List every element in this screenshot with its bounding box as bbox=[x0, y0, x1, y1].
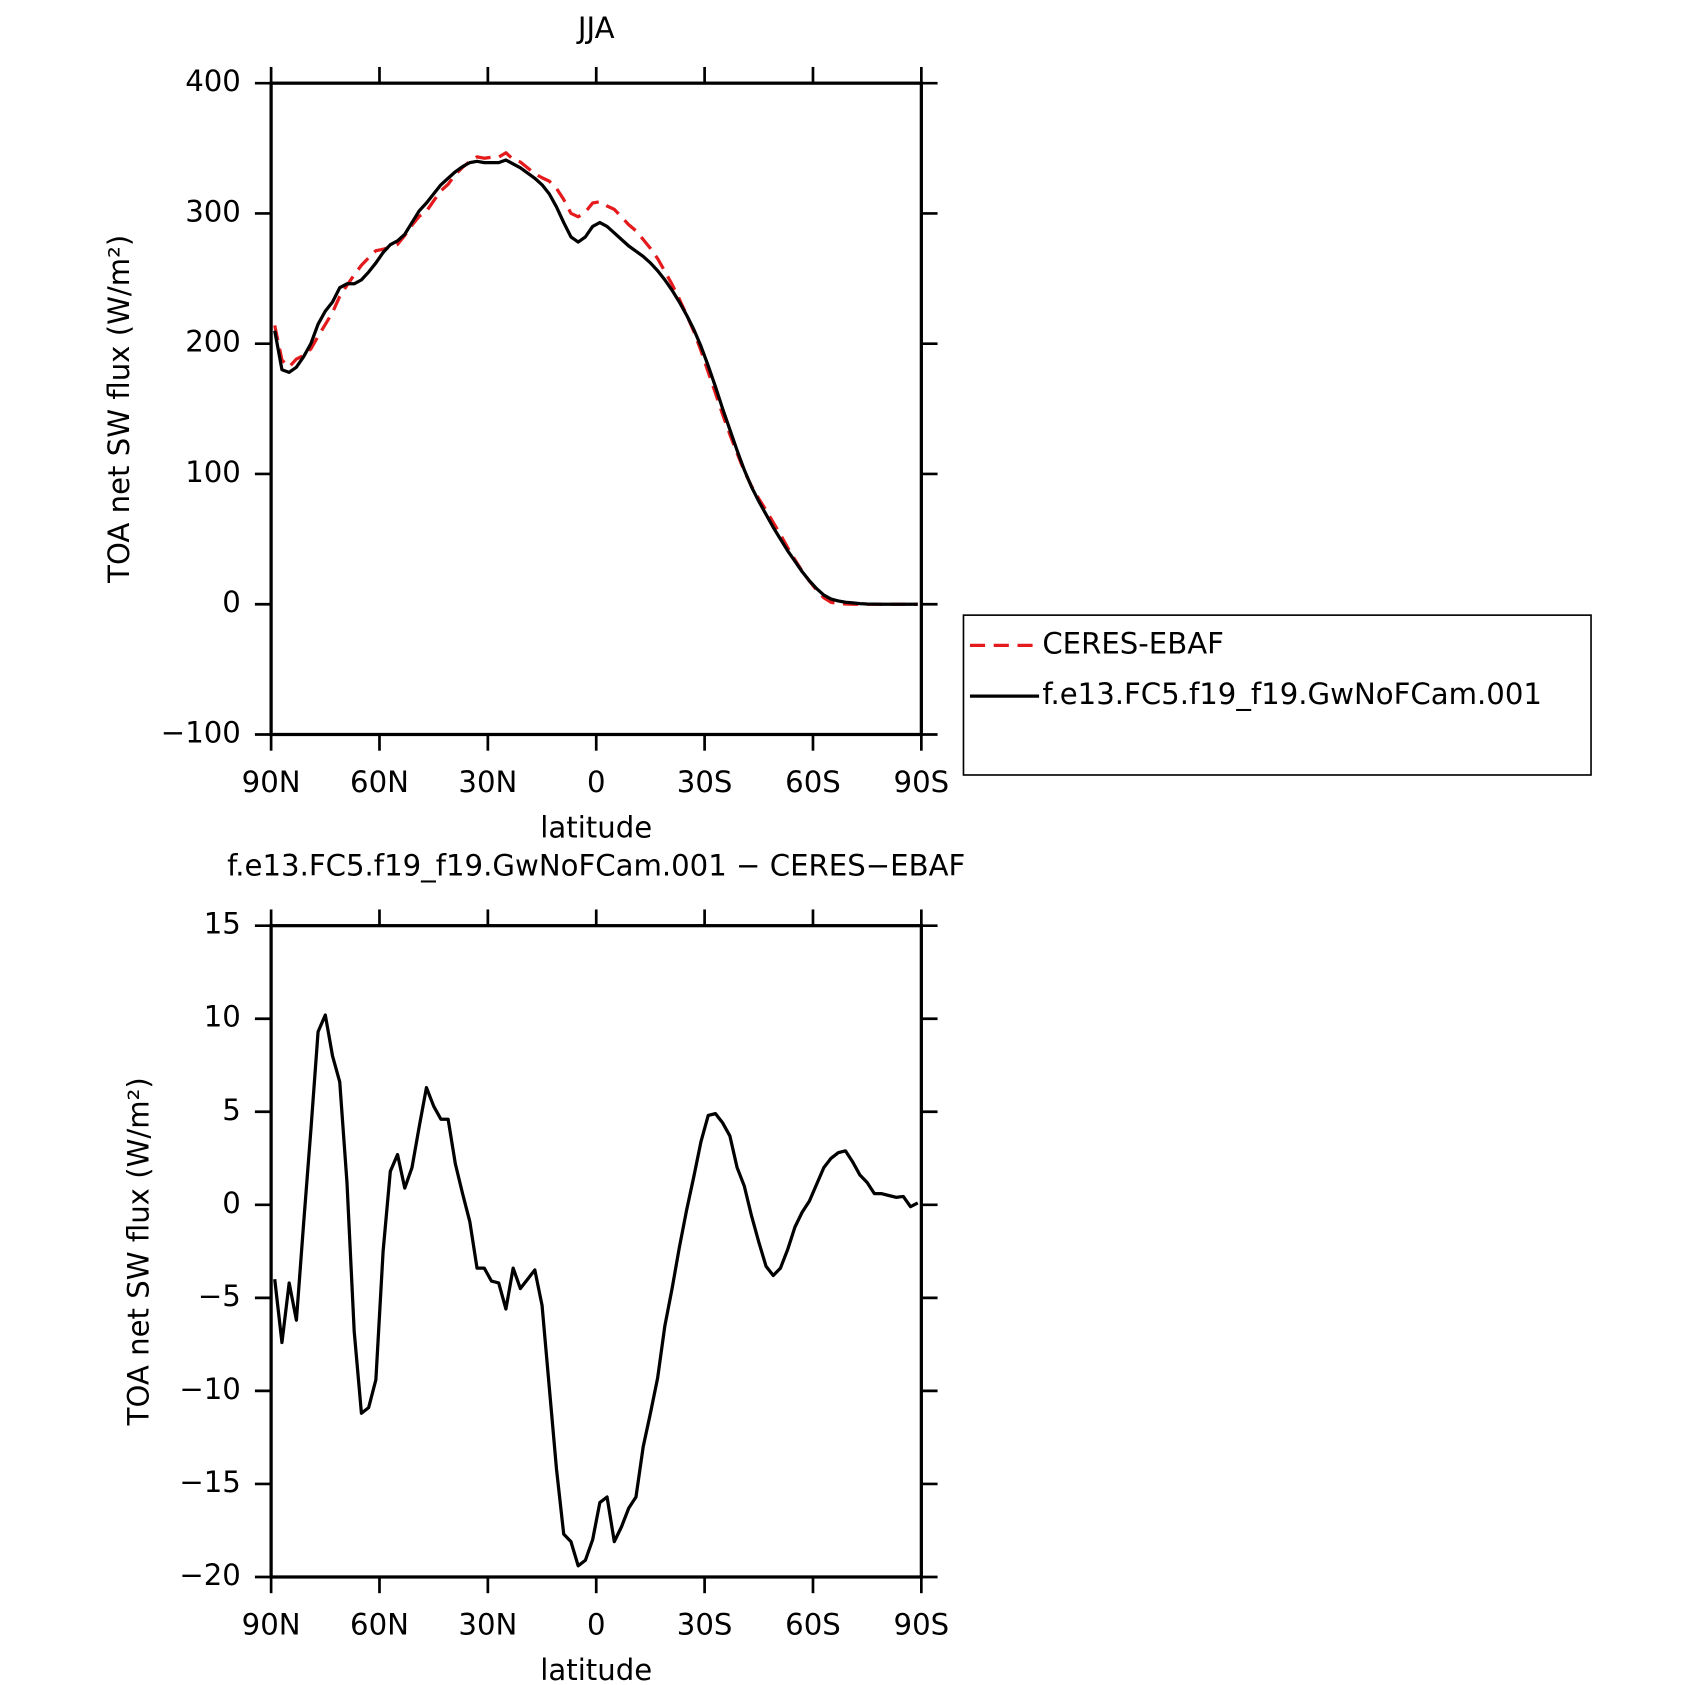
plot-frame bbox=[269, 81, 923, 737]
chart-title: f.e13.FC5.f19_f19.GwNoFCam.001 − CERES−E… bbox=[227, 848, 965, 882]
series-line bbox=[273, 151, 918, 606]
x-axis-label: latitude bbox=[540, 1653, 652, 1685]
y-tick-label: 0 bbox=[222, 585, 241, 619]
x-tick-label: 90N bbox=[242, 765, 301, 799]
y-tick-label: 15 bbox=[204, 907, 241, 941]
y-tick-label: 400 bbox=[185, 64, 241, 98]
x-tick-label: 30N bbox=[458, 1608, 517, 1642]
y-tick-label: 200 bbox=[185, 325, 241, 359]
y-tick-label: −15 bbox=[179, 1465, 241, 1499]
y-tick-label: 100 bbox=[185, 455, 241, 489]
x-tick-label: 0 bbox=[587, 765, 606, 799]
x-tick-label: 60S bbox=[785, 1608, 841, 1642]
x-tick-label: 90S bbox=[894, 765, 950, 799]
y-tick-label: −100 bbox=[161, 715, 241, 749]
legend-label: f.e13.FC5.f19_f19.GwNoFCam.001 bbox=[1042, 677, 1542, 711]
y-tick-label: 300 bbox=[185, 194, 241, 228]
x-tick-label: 30S bbox=[677, 765, 733, 799]
y-axis-label: TOA net SW flux (W/m²) bbox=[102, 235, 136, 584]
y-tick-label: −20 bbox=[179, 1558, 241, 1592]
series-line bbox=[273, 1013, 919, 1568]
x-tick-label: 60N bbox=[350, 765, 409, 799]
x-tick-label: 0 bbox=[587, 1608, 606, 1642]
x-tick-label: 90S bbox=[894, 1608, 950, 1642]
series-line bbox=[273, 158, 918, 606]
plot-frame bbox=[269, 924, 923, 1579]
y-axis-label: TOA net SW flux (W/m²) bbox=[121, 1077, 155, 1426]
legend-box bbox=[962, 614, 1592, 776]
x-tick-label: 90N bbox=[242, 1608, 301, 1642]
x-tick-label: 60N bbox=[350, 1608, 409, 1642]
x-tick-label: 30S bbox=[677, 1608, 733, 1642]
y-tick-label: −5 bbox=[198, 1279, 241, 1313]
legend-label: CERES-EBAF bbox=[1042, 626, 1224, 660]
y-tick-label: 0 bbox=[222, 1186, 241, 1220]
y-tick-label: 5 bbox=[222, 1093, 241, 1127]
x-tick-label: 30N bbox=[458, 765, 517, 799]
y-tick-label: −10 bbox=[179, 1372, 241, 1406]
x-tick-label: 60S bbox=[785, 765, 841, 799]
y-tick-label: 10 bbox=[204, 1000, 241, 1034]
chart-title: JJA bbox=[576, 11, 615, 45]
x-axis-label: latitude bbox=[540, 811, 652, 845]
